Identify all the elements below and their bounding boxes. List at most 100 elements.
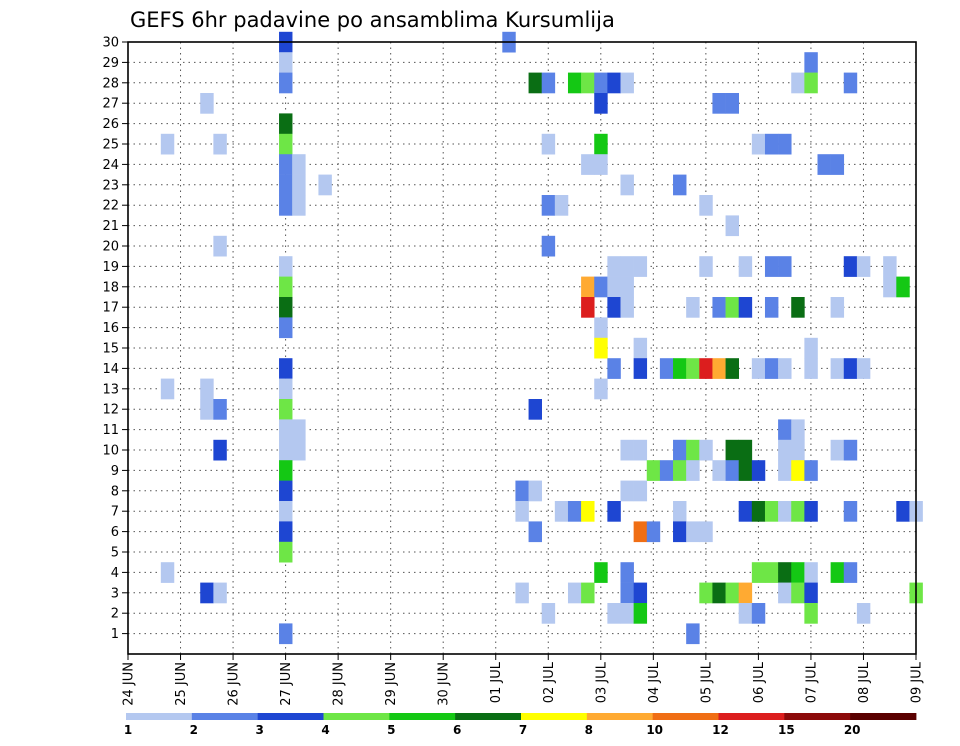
- data-cell: [883, 276, 897, 298]
- data-cell: [581, 72, 595, 94]
- data-cell: [279, 72, 293, 94]
- legend-swatch: [389, 713, 456, 720]
- x-tick-label: 09 JUL: [910, 661, 925, 703]
- data-cell: [699, 521, 713, 543]
- data-cell: [751, 562, 766, 583]
- y-tick-label: 3: [111, 586, 119, 601]
- data-cell: [594, 562, 608, 583]
- data-cell: [160, 133, 175, 155]
- data-cell: [686, 439, 700, 461]
- data-cell: [778, 460, 792, 481]
- legend-label: 10: [646, 723, 663, 737]
- data-cell: [738, 439, 753, 461]
- legend-swatch: [257, 713, 324, 720]
- data-cell: [594, 276, 608, 298]
- data-cell: [843, 358, 858, 379]
- data-cell: [830, 439, 845, 461]
- data-cell: [738, 460, 753, 481]
- data-cell: [620, 174, 634, 196]
- data-cell: [699, 256, 713, 277]
- y-tick-label: 25: [102, 138, 119, 153]
- data-cell: [633, 480, 648, 502]
- y-tick-label: 19: [102, 260, 119, 275]
- data-cell: [830, 358, 845, 379]
- data-cell: [581, 154, 595, 175]
- data-cell: [594, 378, 608, 400]
- data-cell: [699, 582, 713, 604]
- data-cell: [673, 501, 687, 522]
- legend-swatch: [521, 713, 588, 720]
- data-cell: [292, 174, 306, 196]
- x-tick-label: 08 JUL: [857, 661, 872, 703]
- data-cell: [778, 133, 792, 155]
- data-cell: [686, 297, 700, 318]
- data-cell: [856, 256, 871, 277]
- data-cell: [607, 256, 621, 277]
- data-cell: [896, 501, 910, 522]
- data-cell: [292, 195, 306, 216]
- data-cell: [633, 337, 648, 359]
- data-cell: [830, 562, 845, 583]
- data-cell: [791, 562, 805, 583]
- data-cell: [725, 460, 739, 481]
- data-cell: [515, 501, 529, 522]
- data-cell: [567, 501, 582, 522]
- data-cell: [633, 603, 648, 624]
- y-tick-label: 8: [111, 484, 119, 499]
- data-cell: [686, 358, 700, 379]
- data-cell: [607, 276, 621, 298]
- data-cell: [686, 623, 700, 645]
- legend-label: 6: [453, 723, 461, 737]
- data-cell: [725, 297, 739, 318]
- x-tick-label: 05 JUL: [699, 661, 714, 703]
- x-tick-label: 27 JUN: [279, 662, 294, 706]
- legend-label: 3: [255, 723, 263, 737]
- y-tick-label: 30: [102, 36, 119, 51]
- data-cell: [279, 439, 293, 461]
- data-cell: [279, 276, 293, 298]
- data-cell: [738, 582, 753, 604]
- data-cell: [738, 501, 753, 522]
- data-cell: [581, 501, 595, 522]
- y-tick-label: 1: [111, 627, 119, 642]
- data-cell: [541, 603, 556, 624]
- y-tick-label: 13: [102, 382, 119, 397]
- legend-swatch: [126, 713, 193, 720]
- data-cell: [804, 603, 818, 624]
- data-cell: [764, 358, 779, 379]
- data-cell: [764, 501, 779, 522]
- y-tick-label: 17: [102, 301, 119, 316]
- data-cell: [686, 460, 700, 481]
- legend-swatch: [850, 713, 917, 720]
- data-cell: [738, 256, 753, 277]
- data-cell: [620, 480, 634, 502]
- data-cell: [751, 133, 766, 155]
- data-cell: [673, 439, 687, 461]
- data-cell: [804, 562, 818, 583]
- data-cell: [633, 256, 648, 277]
- data-cell: [804, 460, 818, 481]
- y-tick-label: 11: [102, 423, 119, 438]
- data-cell: [791, 501, 805, 522]
- x-tick-label: 06 JUL: [752, 661, 767, 703]
- y-tick-label: 28: [102, 76, 119, 91]
- legend-label: 5: [387, 723, 395, 737]
- data-cell: [659, 358, 674, 379]
- data-cell: [778, 439, 792, 461]
- x-tick-label: 24 JUN: [122, 662, 137, 706]
- data-cell: [633, 521, 648, 543]
- legend-swatch: [784, 713, 851, 720]
- data-cell: [620, 603, 634, 624]
- data-cell: [541, 72, 556, 94]
- legend-label: 20: [844, 723, 861, 737]
- data-cell: [279, 378, 293, 400]
- data-cell: [279, 317, 293, 339]
- data-cell: [607, 297, 621, 318]
- data-cell: [712, 358, 726, 379]
- data-cell: [567, 72, 582, 94]
- y-axis: 1234567891011121314151617181920212223242…: [102, 36, 128, 642]
- data-cell: [620, 256, 634, 277]
- data-cell: [778, 562, 792, 583]
- data-cell: [751, 603, 766, 624]
- data-cell: [764, 256, 779, 277]
